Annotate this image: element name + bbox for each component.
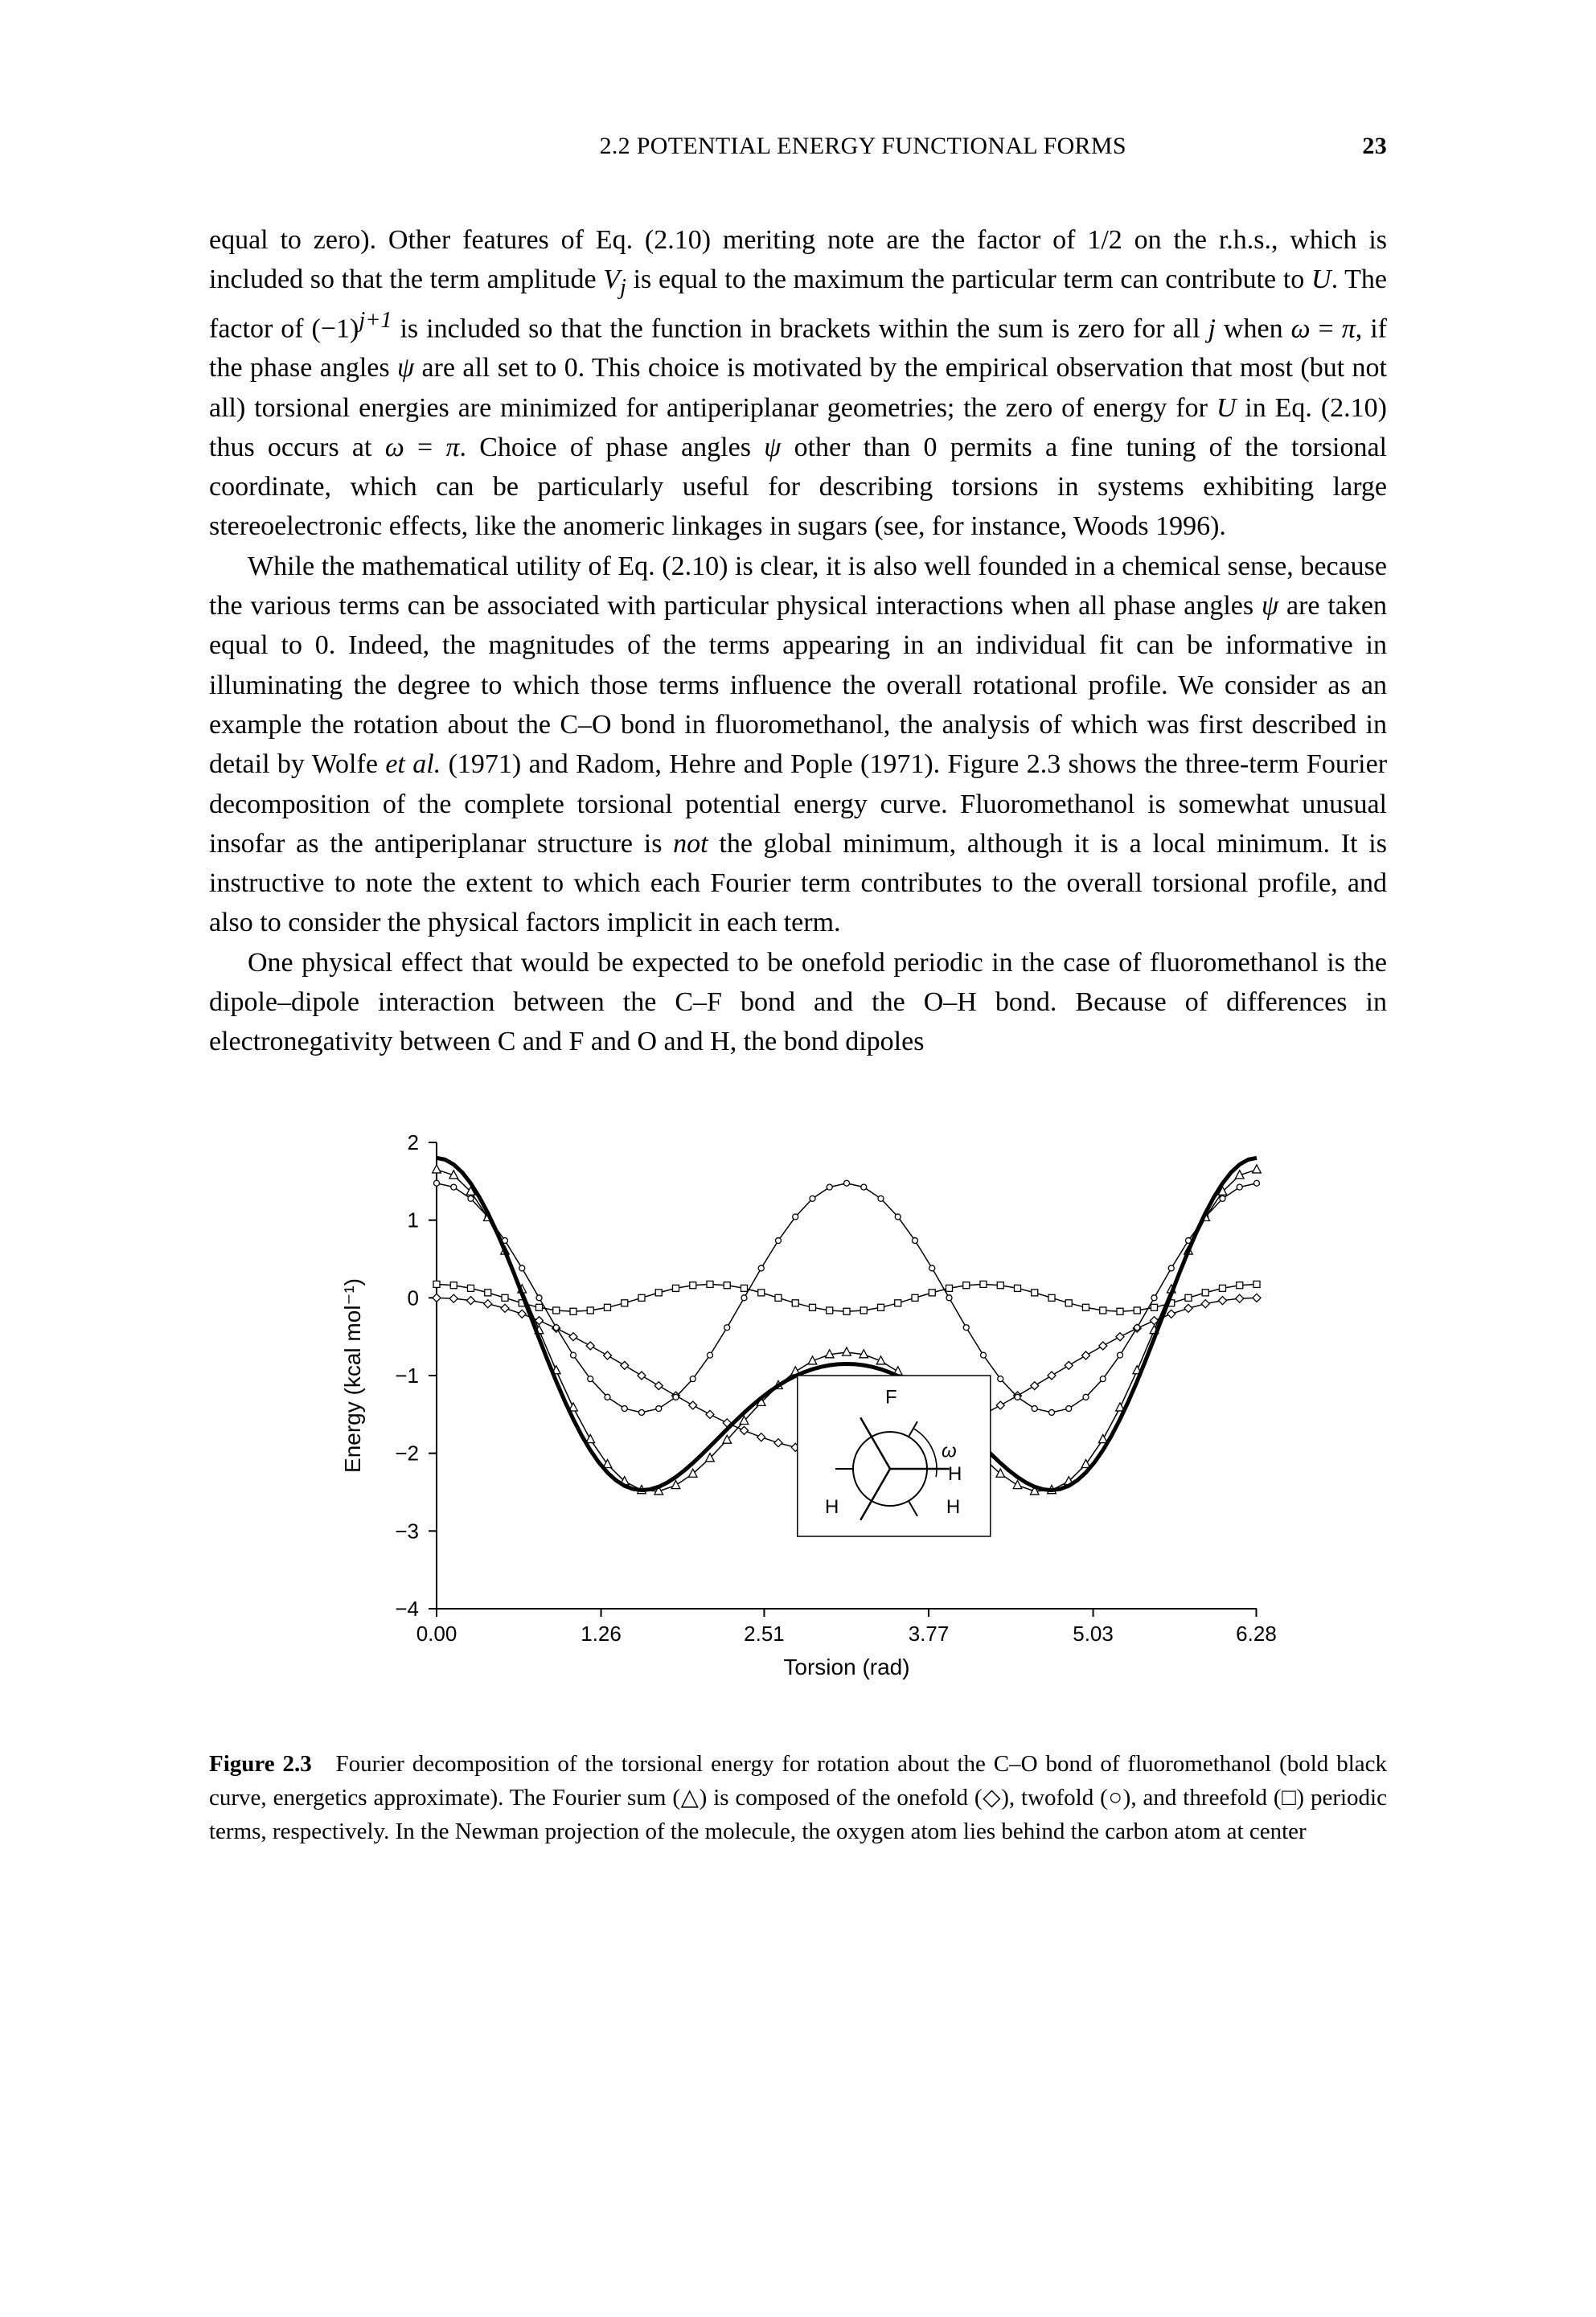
svg-text:H: H xyxy=(948,1463,962,1485)
svg-text:2.51: 2.51 xyxy=(744,1622,785,1646)
figure-caption: Figure 2.3 Fourier decomposition of the … xyxy=(209,1747,1387,1848)
section-label: 2.2 POTENTIAL ENERGY FUNCTIONAL FORMS xyxy=(209,129,1323,164)
svg-text:Energy (kcal mol⁻¹): Energy (kcal mol⁻¹) xyxy=(340,1278,365,1473)
figure-chart: −4 −3 −2 −1 0 1 2 0.00 1.26 2.51 3.77 5.03 6.28 Torsi… xyxy=(300,1110,1297,1721)
svg-text:ω: ω xyxy=(942,1440,957,1462)
svg-text:Torsion (rad): Torsion (rad) xyxy=(783,1655,909,1679)
svg-text:H: H xyxy=(946,1496,959,1518)
body-paragraph-1: equal to zero). Other features of Eq. (2… xyxy=(209,220,1387,547)
svg-text:−3: −3 xyxy=(395,1519,419,1543)
svg-text:H: H xyxy=(825,1496,839,1518)
svg-text:−2: −2 xyxy=(395,1441,419,1465)
svg-text:−4: −4 xyxy=(395,1597,419,1621)
svg-text:5.03: 5.03 xyxy=(1073,1622,1114,1646)
body-paragraph-3: One physical effect that would be expect… xyxy=(209,943,1387,1062)
figure-caption-lead: Figure 2.3 xyxy=(209,1751,312,1777)
svg-text:0: 0 xyxy=(407,1286,418,1310)
svg-text:2: 2 xyxy=(407,1130,418,1154)
svg-text:1.26: 1.26 xyxy=(581,1622,622,1646)
body-paragraph-2: While the mathematical utility of Eq. (2… xyxy=(209,547,1387,943)
svg-text:0.00: 0.00 xyxy=(416,1622,457,1646)
svg-text:F: F xyxy=(885,1386,897,1408)
svg-text:3.77: 3.77 xyxy=(908,1622,949,1646)
svg-text:6.28: 6.28 xyxy=(1236,1622,1277,1646)
page-number: 23 xyxy=(1362,129,1387,164)
figure-caption-text: Fourier decomposition of the torsional e… xyxy=(209,1751,1387,1844)
svg-text:−1: −1 xyxy=(395,1364,419,1388)
svg-text:1: 1 xyxy=(407,1208,418,1232)
figure-2-3: −4 −3 −2 −1 0 1 2 0.00 1.26 2.51 3.77 5.03 6.28 Torsi… xyxy=(209,1110,1387,1848)
running-header: 2.2 POTENTIAL ENERGY FUNCTIONAL FORMS 23 xyxy=(209,129,1387,164)
